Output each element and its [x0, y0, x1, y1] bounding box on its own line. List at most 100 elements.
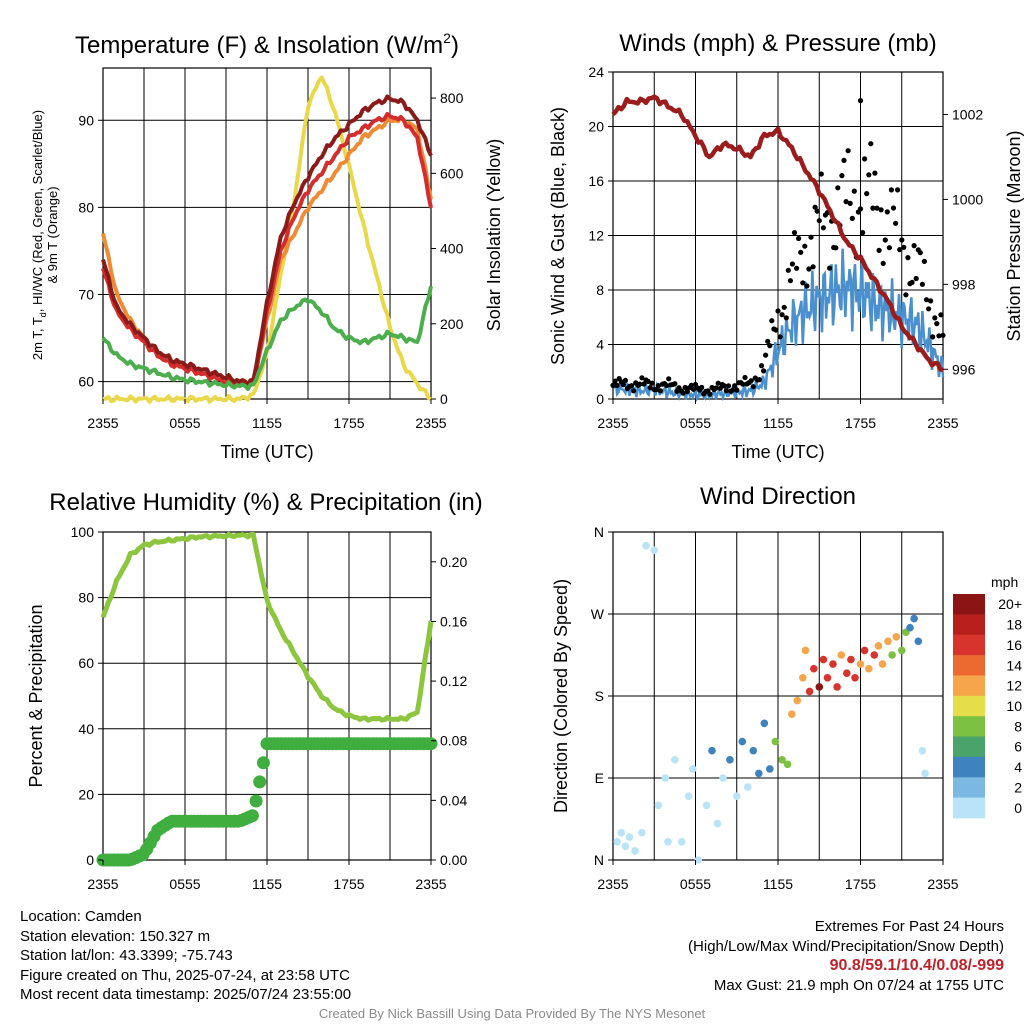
gust-point [672, 381, 678, 387]
x-tick-label: 0555 [169, 876, 200, 892]
direction-point [874, 642, 883, 650]
gust-point [845, 148, 851, 154]
direction-point [650, 546, 659, 554]
direction-grid [612, 531, 944, 861]
y2-tick-label: 0.08 [440, 733, 467, 749]
gust-point [750, 384, 756, 390]
direction-point [778, 756, 786, 764]
direction-point [713, 819, 722, 828]
direction-point [815, 683, 824, 691]
y-tick-label: 0 [596, 391, 604, 407]
direction-point [694, 856, 703, 864]
gust-point [934, 321, 940, 327]
gust-point [765, 338, 771, 344]
gust-point [874, 205, 880, 211]
direction-point [684, 792, 693, 800]
gust-point [882, 237, 888, 243]
y2-tick-label: 0.00 [440, 852, 467, 868]
direction-y-label: Direction (Colored By Speed) [551, 579, 571, 813]
speed-legend-swatch [953, 614, 985, 636]
humidity-panel-title: Relative Humidity (%) & Precipitation (i… [49, 489, 482, 516]
gust-point [940, 332, 946, 338]
gust-point [876, 247, 882, 253]
direction-point [726, 756, 734, 764]
x-tick-label: 2355 [597, 876, 628, 892]
direction-point [783, 760, 792, 769]
gust-point [928, 298, 934, 304]
direction-point [766, 765, 774, 773]
y-tick-label: 80 [78, 590, 94, 606]
direction-point [860, 646, 869, 655]
direction-point [906, 623, 914, 632]
speed-legend-swatch [953, 655, 985, 676]
temperature-panel: Temperature (F) & Insolation (W/m2) Time… [30, 30, 504, 462]
gust-point [926, 306, 932, 312]
direction-point [805, 687, 814, 696]
y2-tick-label: 600 [440, 165, 464, 181]
speed-legend-swatch [953, 675, 985, 697]
gust-point [923, 297, 930, 303]
speed-legend-label: 8 [1014, 718, 1022, 734]
direction-point [719, 774, 727, 782]
winds-series [610, 94, 946, 402]
gust-point [812, 204, 818, 210]
direction-point [884, 637, 892, 646]
gust-point [866, 172, 872, 178]
winds-ticks: 2355 0555 1155 1755 2355 0 4 8 12 16 20 24 996 998 100… [588, 64, 983, 431]
gust-point [938, 312, 944, 318]
gust-point [723, 388, 730, 394]
direction-point [755, 769, 763, 778]
direction-point [856, 660, 865, 668]
winds-y-label-right: Station Pressure (Maroon) [1004, 130, 1024, 341]
gust-point [857, 206, 864, 212]
station-info: Location: Camden Station elevation: 150.… [20, 907, 351, 1005]
direction-point [837, 651, 846, 659]
speed-legend-swatch [953, 716, 985, 737]
gust-point [791, 230, 798, 236]
temperature-series-line-4 [101, 285, 433, 391]
humidity-panel: Relative Humidity (%) & Precipitation (i… [26, 489, 483, 892]
direction-point [642, 541, 650, 550]
gust-point [868, 141, 874, 147]
y2-tick-label: 0.20 [440, 554, 467, 570]
direction-point [733, 792, 741, 800]
y-tick-label: 90 [78, 112, 94, 128]
y-tick-label: 60 [78, 655, 94, 671]
gust-point [919, 281, 926, 287]
gust-point [767, 343, 773, 349]
direction-point [910, 614, 918, 623]
x-tick-label: 0555 [680, 415, 711, 431]
gust-point [798, 249, 804, 255]
gust-point [880, 260, 886, 266]
x-tick-label: 1155 [763, 415, 793, 431]
gust-point [839, 173, 845, 179]
gust-point [930, 334, 936, 340]
y-tick-label: 12 [588, 228, 604, 244]
gust-point [734, 387, 740, 393]
humidity-series [96, 531, 438, 867]
gust-point [732, 383, 738, 389]
gust-point [639, 375, 645, 381]
gust-point [713, 385, 719, 391]
x-tick-label: 1755 [845, 876, 876, 892]
gust-point [901, 244, 907, 250]
direction-point [878, 660, 887, 668]
precip-point [256, 756, 270, 770]
y-tick-label: 70 [78, 286, 94, 302]
direction-point [914, 637, 923, 646]
gust-point [657, 388, 664, 394]
gust-point [806, 266, 812, 272]
gust-point [761, 368, 767, 374]
temperature-series-line-3 [101, 94, 433, 387]
y-tick-label: N [594, 524, 604, 540]
speed-legend-swatch [953, 695, 985, 717]
gust-point [707, 391, 713, 397]
gust-point [895, 187, 901, 193]
direction-point [865, 664, 873, 673]
y-tick-label: 0 [86, 852, 94, 868]
extremes-info: Extremes For Past 24 Hours (High/Low/Max… [688, 917, 1004, 995]
gust-point [936, 333, 942, 339]
gust-point [843, 199, 849, 205]
gust-point [917, 250, 923, 256]
y-tick-label: 24 [588, 64, 604, 80]
